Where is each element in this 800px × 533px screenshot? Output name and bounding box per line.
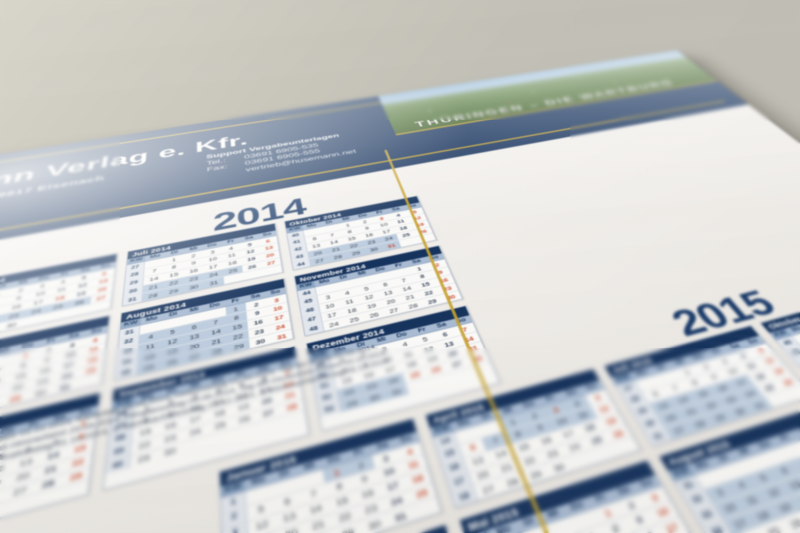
- contact-left-row: Tel.:03691 6905-40: [0, 213, 1, 253]
- contact-left-heading: Anzeigenannahme: [0, 205, 4, 244]
- contact-block-anzeigenannahme: Anzeigenannahme Tel.:03691 6905-40 Fax:0…: [0, 205, 4, 271]
- calendar-poster: Husemann Verlag e. Kfr. Wartburgstraße 6…: [0, 50, 800, 533]
